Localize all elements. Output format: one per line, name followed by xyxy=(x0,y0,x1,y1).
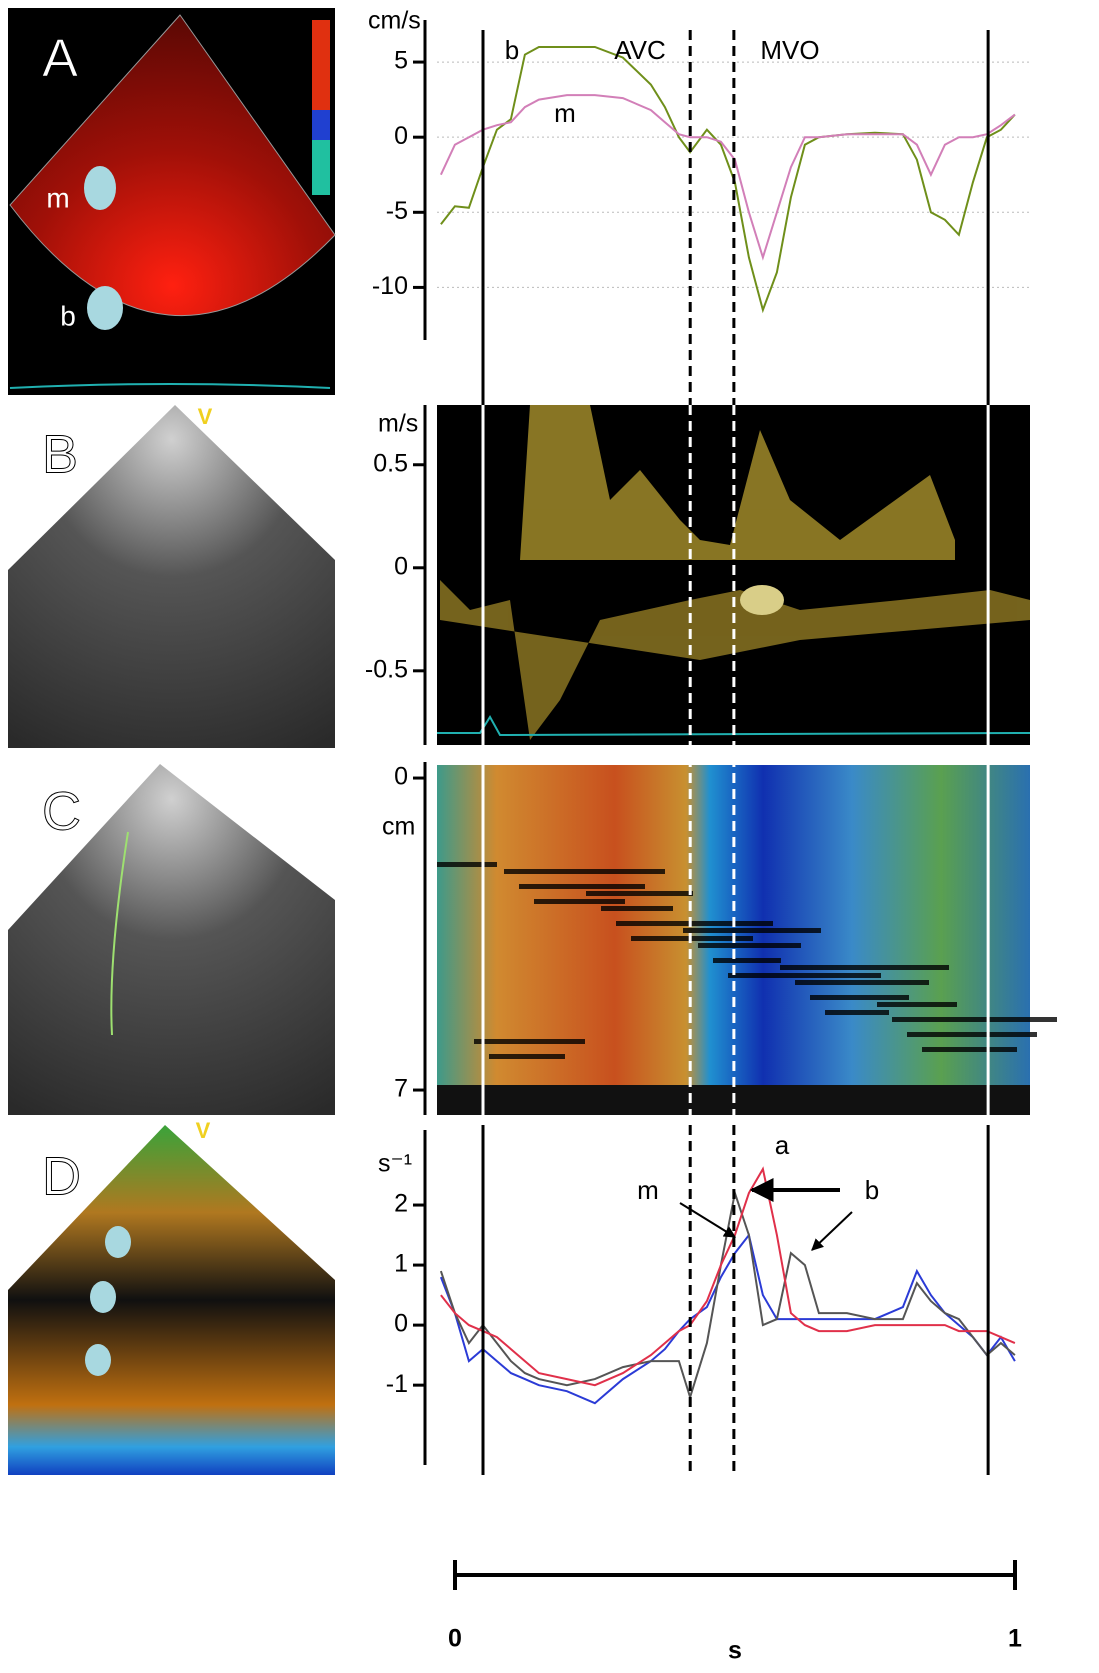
y-axis-label: cm/s xyxy=(368,7,421,35)
annotation: MVO xyxy=(760,35,819,65)
x-axis-label: s xyxy=(728,1637,742,1665)
y-tick-label: 0 xyxy=(394,1310,408,1338)
mmode-streak xyxy=(877,1002,957,1007)
mmode-streak xyxy=(810,995,909,1000)
y-tick-label: 0 xyxy=(394,763,408,791)
y-axis-label: m/s xyxy=(378,410,418,438)
y-tick-label: -5 xyxy=(386,197,408,225)
y-tick-label: -10 xyxy=(372,272,408,300)
mmode-streak xyxy=(474,1039,585,1044)
mmode-streak xyxy=(519,884,645,889)
y-tick-label: 7 xyxy=(394,1075,408,1103)
mmode-streak xyxy=(601,906,673,911)
y-tick-label: -1 xyxy=(386,1370,408,1398)
mmode-streak xyxy=(795,980,929,985)
mmode-streak xyxy=(698,943,801,948)
y-tick-label: 0.5 xyxy=(373,449,408,477)
mmode-streak xyxy=(616,921,773,926)
mmode-streak xyxy=(892,1017,1057,1022)
annotation: AVC xyxy=(614,35,666,65)
y-tick-label: 1 xyxy=(394,1250,408,1278)
panel-label: B xyxy=(42,424,78,484)
mmode-streak xyxy=(683,928,821,933)
mmode-streak xyxy=(825,1010,889,1015)
x-tick-label: 0 xyxy=(448,1625,462,1653)
y-tick-label: -0.5 xyxy=(365,655,408,683)
mmode-streak xyxy=(504,869,665,874)
mmode-streak xyxy=(489,1054,565,1059)
y-tick-label: 0 xyxy=(394,122,408,150)
y-tick-label: 0 xyxy=(394,552,408,580)
mmode-streak xyxy=(728,973,881,978)
figure: AmbBVCDV bAVCMVOmcm/s50-5-10 m/s0.50-0.5… xyxy=(0,0,1099,1673)
mmode-streak xyxy=(922,1047,1017,1052)
mmode-streak xyxy=(534,899,625,904)
panel-label: D xyxy=(42,1146,81,1206)
x-tick-label: 1 xyxy=(1008,1625,1022,1653)
image-tag: V xyxy=(196,1118,211,1143)
mmode-streak xyxy=(586,891,693,896)
y-tick-label: 2 xyxy=(394,1190,408,1218)
marker-label: b xyxy=(60,300,76,331)
mmode-streak xyxy=(713,958,781,963)
panel-label: C xyxy=(42,781,81,841)
annotation: a xyxy=(775,1130,790,1160)
image-tag: V xyxy=(198,404,213,429)
annotation: b xyxy=(865,1175,879,1205)
y-tick-label: 5 xyxy=(394,47,408,75)
y-axis-label: s⁻¹ xyxy=(378,1150,412,1178)
y-axis-label: cm xyxy=(382,813,415,841)
annotation: m xyxy=(554,98,576,128)
mmode-streak xyxy=(907,1032,1037,1037)
annotation: b xyxy=(505,35,519,65)
time-scale: s 0 1 xyxy=(448,1560,1022,1665)
marker-label: m xyxy=(46,182,69,213)
annotation: m xyxy=(637,1175,659,1205)
panel-label: A xyxy=(42,28,78,88)
mmode-streak xyxy=(437,862,497,867)
mmode-streak xyxy=(780,965,949,970)
